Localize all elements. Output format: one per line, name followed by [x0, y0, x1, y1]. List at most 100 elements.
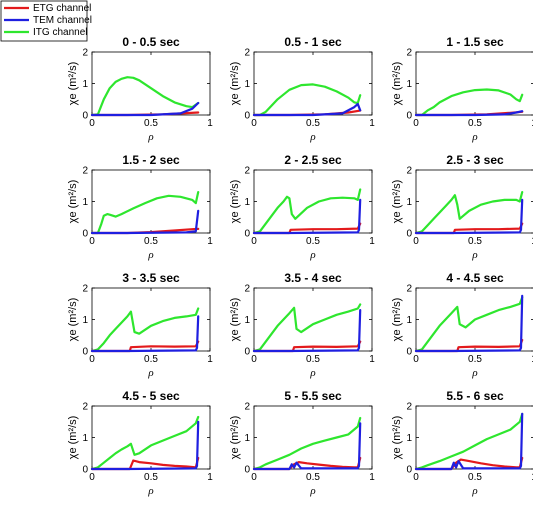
- y-tick-label: 0: [406, 229, 412, 240]
- subplot: 3 - 3.5 sec 0 0.5 1 0 1 2 ρ χe (m²/s): [67, 271, 213, 379]
- plot-area: [415, 169, 533, 234]
- y-tick-label: 0: [244, 347, 250, 358]
- y-tick-label: 2: [244, 284, 250, 295]
- y-tick-label: 2: [406, 402, 412, 413]
- x-tick-label: 1: [207, 472, 213, 483]
- x-tick-label: 1: [369, 354, 375, 365]
- y-tick-label: 0: [82, 465, 88, 476]
- y-axis-label: χe (m²/s): [229, 298, 241, 342]
- x-tick-label: 0: [89, 472, 95, 483]
- x-tick-label: 0: [89, 236, 95, 247]
- subplot-title: 1 - 1.5 sec: [446, 35, 504, 49]
- plot-area: [253, 405, 373, 470]
- series-line-itg: [252, 83, 362, 117]
- y-tick-label: 0: [244, 111, 250, 122]
- x-tick-label: 1: [531, 472, 533, 483]
- y-tick-label: 2: [406, 166, 412, 177]
- x-axis-label: ρ: [147, 131, 153, 143]
- series-line-tem: [414, 110, 524, 117]
- x-tick-label: 0: [251, 354, 257, 365]
- y-tick-label: 2: [406, 48, 412, 59]
- series-line-itg: [414, 88, 524, 117]
- x-tick-label: 1: [531, 354, 533, 365]
- series-line-tem: [90, 420, 200, 471]
- x-axis-label: ρ: [471, 367, 477, 379]
- y-tick-label: 1: [406, 315, 412, 326]
- y-axis-label: χe (m²/s): [229, 180, 241, 224]
- y-axis-label: χe (m²/s): [391, 416, 403, 460]
- series-line-itg: [414, 191, 524, 235]
- x-tick-label: 0.5: [306, 472, 320, 483]
- series-line-itg: [90, 415, 200, 471]
- x-tick-label: 0.5: [468, 354, 482, 365]
- y-tick-label: 1: [82, 197, 88, 208]
- series-line-tem: [252, 422, 362, 471]
- legend-label-tem: TEM channel: [33, 15, 92, 26]
- y-tick-label: 2: [244, 48, 250, 59]
- y-tick-label: 0: [82, 111, 88, 122]
- x-tick-label: 0: [89, 354, 95, 365]
- y-tick-label: 1: [406, 79, 412, 90]
- y-tick-label: 1: [244, 197, 250, 208]
- x-tick-label: 0.5: [468, 118, 482, 129]
- x-axis-label: ρ: [471, 485, 477, 497]
- subplot-title: 1.5 - 2 sec: [122, 153, 180, 167]
- x-tick-label: 0: [251, 472, 257, 483]
- series-line-itg: [90, 307, 200, 353]
- y-axis-label: χe (m²/s): [391, 62, 403, 106]
- x-axis-label: ρ: [471, 249, 477, 261]
- y-tick-label: 0: [244, 465, 250, 476]
- subplot-title: 4.5 - 5 sec: [122, 389, 180, 403]
- x-axis-label: ρ: [309, 485, 315, 497]
- y-tick-label: 2: [244, 402, 250, 413]
- y-tick-label: 2: [82, 402, 88, 413]
- y-axis-label: χe (m²/s): [67, 62, 79, 106]
- plot-area: [415, 51, 533, 116]
- x-tick-label: 0.5: [306, 118, 320, 129]
- plot-area: [415, 405, 533, 470]
- y-tick-label: 0: [82, 347, 88, 358]
- y-tick-label: 1: [406, 197, 412, 208]
- x-axis-label: ρ: [147, 249, 153, 261]
- y-tick-label: 1: [82, 79, 88, 90]
- subplot-title: 5.5 - 6 sec: [446, 389, 504, 403]
- y-tick-label: 2: [82, 166, 88, 177]
- plot-area: [91, 405, 211, 470]
- subplot: 2.5 - 3 sec 0 0.5 1 0 1 2 ρ χe (m²/s): [391, 153, 533, 261]
- plot-area: [253, 169, 373, 234]
- subplot: 4 - 4.5 sec 0 0.5 1 0 1 2 ρ χe (m²/s): [391, 271, 533, 379]
- x-tick-label: 0.5: [306, 354, 320, 365]
- series-line-tem: [414, 294, 524, 353]
- x-tick-label: 1: [369, 236, 375, 247]
- y-axis-label: χe (m²/s): [391, 298, 403, 342]
- x-tick-label: 0.5: [306, 236, 320, 247]
- series-line-tem: [252, 198, 362, 235]
- y-tick-label: 1: [244, 79, 250, 90]
- x-tick-label: 0: [89, 118, 95, 129]
- subplot-title: 5 - 5.5 sec: [284, 389, 342, 403]
- x-tick-label: 0: [251, 118, 257, 129]
- x-tick-label: 1: [531, 118, 533, 129]
- x-tick-label: 0.5: [144, 472, 158, 483]
- y-tick-label: 1: [82, 433, 88, 444]
- series-line-tem: [90, 315, 200, 353]
- x-tick-label: 0.5: [468, 236, 482, 247]
- x-tick-label: 1: [207, 354, 213, 365]
- y-tick-label: 0: [82, 229, 88, 240]
- series-line-tem: [252, 309, 362, 353]
- legend-label-etg: ETG channel: [33, 3, 91, 14]
- x-tick-label: 1: [207, 236, 213, 247]
- x-tick-label: 1: [531, 236, 533, 247]
- series-line-etg: [90, 456, 200, 471]
- y-tick-label: 1: [244, 433, 250, 444]
- series-line-itg: [414, 412, 524, 471]
- y-axis-label: χe (m²/s): [229, 416, 241, 460]
- y-axis-label: χe (m²/s): [67, 298, 79, 342]
- y-tick-label: 1: [244, 315, 250, 326]
- legend-label-itg: ITG channel: [33, 27, 87, 38]
- x-tick-label: 1: [369, 472, 375, 483]
- y-tick-label: 1: [82, 315, 88, 326]
- x-axis-label: ρ: [309, 367, 315, 379]
